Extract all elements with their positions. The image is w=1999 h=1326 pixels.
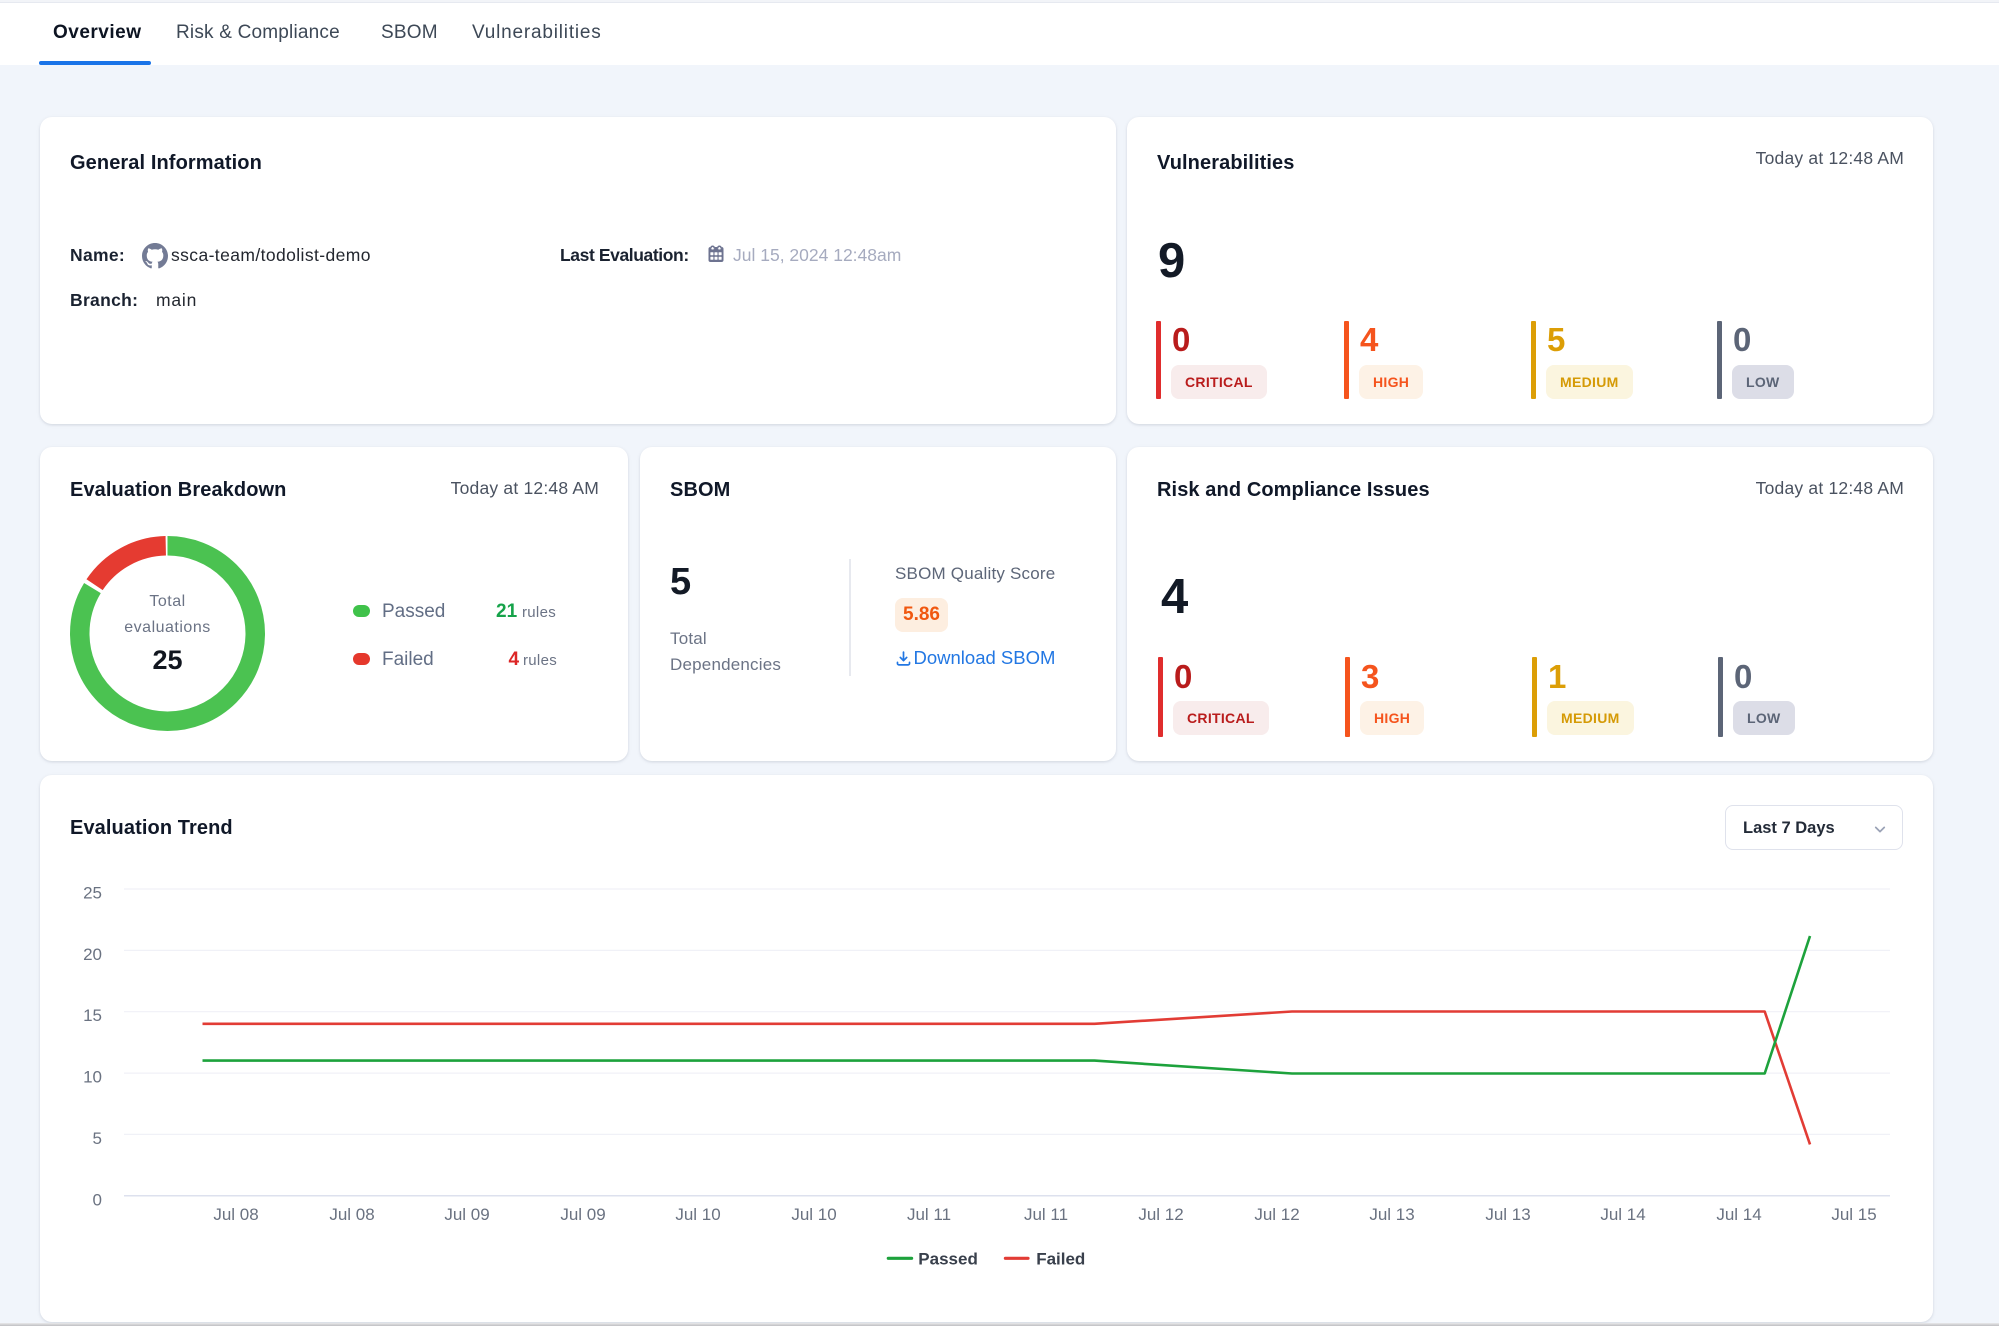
svg-text:5: 5 <box>93 1129 102 1148</box>
svg-text:25: 25 <box>83 884 102 903</box>
svg-text:0: 0 <box>93 1190 102 1209</box>
svg-text:Jul 11: Jul 11 <box>907 1205 951 1224</box>
svg-text:Jul 08: Jul 08 <box>329 1205 374 1224</box>
svg-text:Jul 10: Jul 10 <box>791 1205 836 1224</box>
svg-text:Jul 08: Jul 08 <box>213 1205 258 1224</box>
svg-text:Passed: Passed <box>918 1249 978 1268</box>
svg-text:Jul 12: Jul 12 <box>1254 1205 1299 1224</box>
svg-text:Jul 12: Jul 12 <box>1138 1205 1183 1224</box>
svg-text:Jul 14: Jul 14 <box>1716 1205 1761 1224</box>
svg-text:Jul 10: Jul 10 <box>675 1205 720 1224</box>
svg-text:Jul 15: Jul 15 <box>1831 1205 1876 1224</box>
svg-text:Jul 09: Jul 09 <box>560 1205 605 1224</box>
svg-text:Jul 13: Jul 13 <box>1485 1205 1530 1224</box>
svg-text:Jul 13: Jul 13 <box>1369 1205 1414 1224</box>
svg-text:10: 10 <box>83 1068 102 1087</box>
svg-text:Failed: Failed <box>1036 1249 1085 1268</box>
svg-text:Jul 14: Jul 14 <box>1600 1205 1645 1224</box>
svg-text:Jul 09: Jul 09 <box>444 1205 489 1224</box>
svg-text:15: 15 <box>83 1006 102 1025</box>
svg-text:Jul 11: Jul 11 <box>1024 1205 1068 1224</box>
svg-text:20: 20 <box>83 945 102 964</box>
